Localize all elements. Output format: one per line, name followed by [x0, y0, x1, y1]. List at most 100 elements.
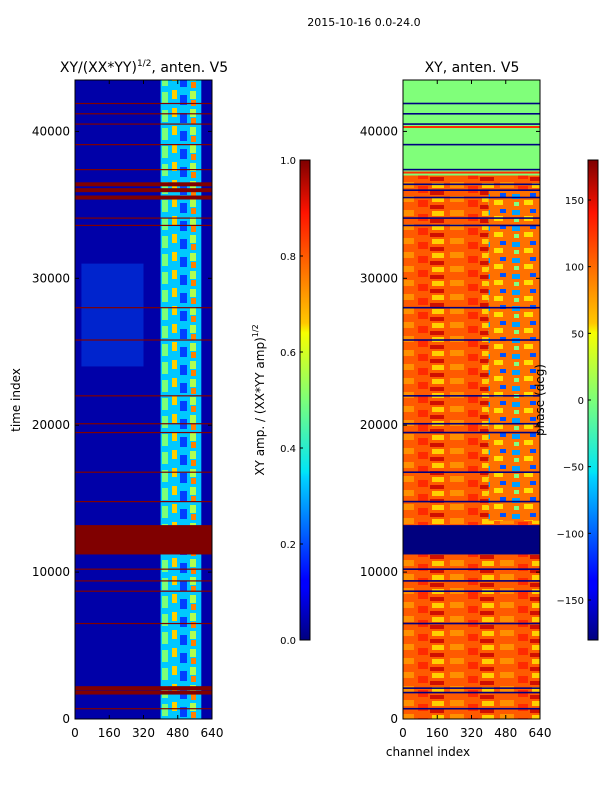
flagged-line	[403, 707, 540, 710]
phase-colorbar: 150 100 50 0 −50 −100 −150 phase (deg)	[533, 159, 599, 641]
flagged-line	[75, 622, 212, 625]
colorbar-tick-label: 150	[565, 196, 584, 207]
phase-colorbar-label: phase (deg)	[533, 364, 547, 436]
x-tick-label: 320	[132, 726, 155, 740]
phase-colorbar-ticks: 150 100 50 0 −50 −100 −150	[557, 196, 591, 607]
flagged-line	[75, 144, 212, 146]
flagged-line	[403, 306, 540, 309]
phase-stripe	[403, 126, 540, 129]
colorbar-tick-label: 50	[571, 329, 584, 340]
colorbar-tick-label: 0.0	[280, 636, 296, 647]
amplitude-flagged-lines	[75, 102, 212, 710]
y-tick-label: 20000	[360, 418, 398, 432]
colorbar-tick-label: 0.4	[280, 444, 296, 455]
flagged-line	[75, 113, 212, 115]
colorbar-tick-label: 100	[565, 263, 584, 274]
phase-flagged-block	[403, 525, 540, 555]
phase-stripe	[403, 171, 540, 174]
y-tick-label: 40000	[360, 124, 398, 138]
phase-panel: XY, anten. V5 0 160 320 480 640 0 10000 20000 30…	[360, 60, 552, 759]
phase-panel-title: XY, anten. V5	[425, 60, 520, 76]
flagged-line	[75, 708, 212, 710]
flagged-line	[75, 224, 212, 227]
x-tick-label: 640	[529, 726, 552, 740]
y-axis-label: time index	[9, 368, 23, 432]
amplitude-heatmap	[75, 80, 212, 719]
flagged-line	[403, 691, 540, 694]
x-tick-label: 320	[460, 726, 483, 740]
colorbar-tick-label: 0.8	[280, 252, 296, 263]
phase-axis-ticks: 0 160 320 480 640 0 10000 20000 30000 40000	[360, 80, 552, 740]
colorbar-tick-label: 0.6	[280, 348, 296, 359]
flagged-line	[403, 471, 540, 474]
amplitude-active-band	[160, 80, 202, 719]
flagged-line	[403, 500, 540, 503]
x-tick-label: 160	[98, 726, 121, 740]
y-tick-label: 0	[390, 712, 398, 726]
amplitude-flagged-block	[75, 525, 212, 555]
amplitude-colorbar-gradient	[299, 159, 311, 641]
y-tick-label: 0	[62, 712, 70, 726]
flagged-line	[75, 307, 212, 309]
flagged-line	[403, 568, 540, 570]
colorbar-tick-label: −150	[557, 596, 584, 607]
flagged-line	[403, 224, 540, 227]
flagged-line	[75, 500, 212, 503]
flagged-line	[403, 189, 540, 191]
flagged-line	[403, 339, 540, 341]
flagged-line	[403, 168, 540, 171]
flagged-line	[403, 431, 540, 434]
amplitude-panel-title: XY/(XX*YY)1/2, anten. V5	[60, 59, 228, 76]
amplitude-speckle-region	[81, 263, 144, 367]
flagged-line	[403, 622, 540, 625]
x-tick-label: 0	[71, 726, 79, 740]
flagged-line	[75, 123, 212, 125]
phase-flagged-lines	[403, 102, 540, 710]
flagged-line	[403, 123, 540, 125]
flagged-line	[75, 568, 212, 570]
flagged-line	[403, 183, 540, 186]
flagged-line	[75, 590, 212, 592]
x-tick-label: 480	[494, 726, 517, 740]
flagged-line	[75, 217, 212, 219]
colorbar-tick-label: −100	[557, 529, 584, 540]
flagged-line	[403, 102, 540, 105]
flagged-line	[75, 690, 212, 695]
figure-suptitle: 2015-10-16 0.0-24.0	[307, 16, 420, 29]
flagged-line	[75, 182, 212, 187]
x-axis-label: channel index	[386, 745, 470, 759]
flagged-line	[403, 395, 540, 397]
x-tick-label: 0	[399, 726, 407, 740]
flagged-line	[75, 195, 212, 200]
flagged-line	[403, 580, 540, 582]
flagged-line	[75, 580, 212, 582]
y-tick-label: 10000	[32, 565, 70, 579]
amplitude-panel: XY/(XX*YY)1/2, anten. V5 0 160 320 480 640 0 1…	[9, 59, 228, 740]
flagged-line	[403, 422, 540, 425]
flagged-line	[403, 687, 540, 689]
x-tick-label: 480	[166, 726, 189, 740]
phase-heatmap	[403, 80, 540, 719]
flagged-line	[75, 339, 212, 341]
amplitude-axis-ticks: 0 160 320 480 640 0 10000 20000 30000 40000	[32, 80, 224, 740]
flagged-line	[75, 395, 212, 397]
flagged-line	[75, 686, 212, 691]
colorbar-tick-label: −50	[563, 463, 584, 474]
flagged-line	[75, 102, 212, 105]
flagged-line	[403, 143, 540, 146]
flagged-line	[403, 112, 540, 115]
y-tick-label: 40000	[32, 124, 70, 138]
flagged-line	[403, 217, 540, 219]
y-tick-label: 20000	[32, 418, 70, 432]
flagged-line	[75, 169, 212, 171]
y-tick-label: 30000	[360, 271, 398, 285]
phase-right-band	[488, 190, 540, 521]
colorbar-tick-label: 0	[578, 396, 584, 407]
y-tick-label: 30000	[32, 271, 70, 285]
y-tick-label: 10000	[360, 565, 398, 579]
flagged-line	[403, 196, 540, 199]
flagged-line	[75, 188, 212, 193]
x-tick-label: 640	[201, 726, 224, 740]
amplitude-colorbar-ticks: 0.0 0.2 0.4 0.6 0.8 1.0	[280, 156, 303, 647]
